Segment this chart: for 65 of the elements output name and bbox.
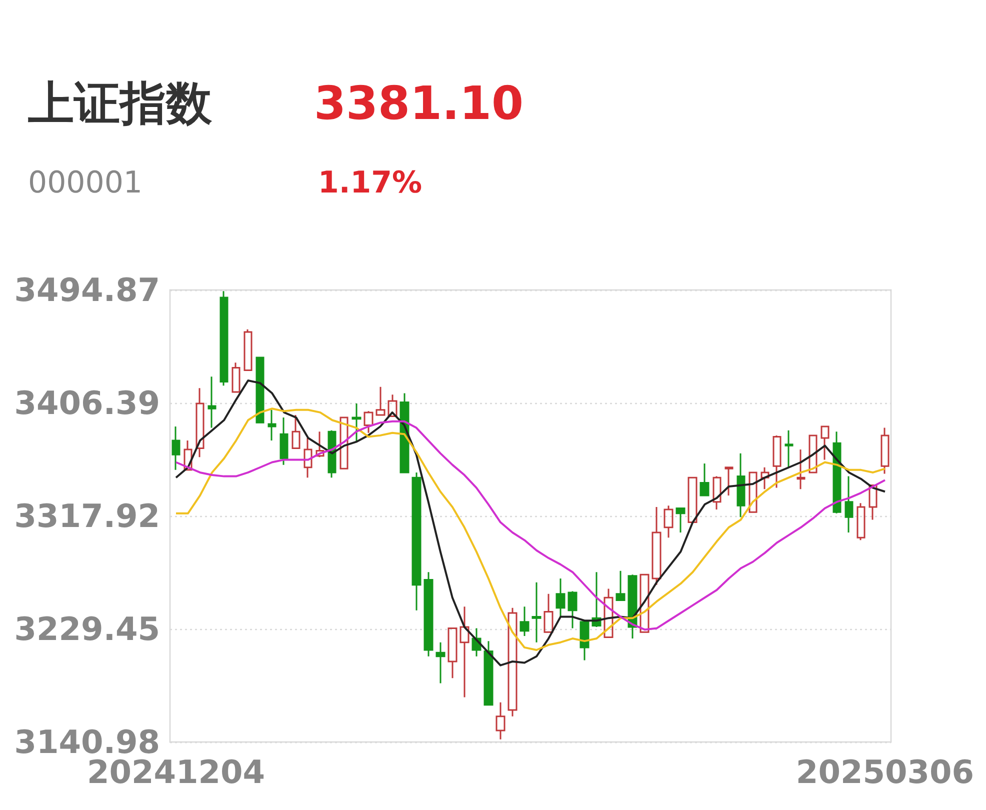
candlestick xyxy=(796,448,806,490)
candlestick xyxy=(436,642,446,684)
chart-subtitle: 000001 xyxy=(28,166,143,200)
candlestick xyxy=(616,570,626,601)
candlestick xyxy=(856,502,866,541)
candlestick xyxy=(316,430,324,458)
candlestick xyxy=(820,426,830,460)
candlestick xyxy=(568,590,578,630)
candlestick xyxy=(448,628,458,679)
candlestick xyxy=(280,416,288,466)
candlestick xyxy=(196,387,204,458)
candlestick xyxy=(328,430,336,478)
candlestick xyxy=(700,462,710,496)
y-tick-label: 3229.45 xyxy=(14,610,160,648)
candlestick xyxy=(256,356,264,424)
candlestick xyxy=(496,702,506,740)
candlestick xyxy=(508,607,518,718)
candlestick xyxy=(748,472,758,513)
candlestick xyxy=(544,593,554,633)
candlestick xyxy=(184,440,192,471)
text: 3381.10 xyxy=(314,76,524,130)
candlestick xyxy=(208,376,216,429)
candlestick xyxy=(868,484,878,520)
candlestick xyxy=(580,620,590,661)
candlestick xyxy=(268,409,276,442)
y-tick-label: 3317.92 xyxy=(14,497,160,536)
candlestick xyxy=(484,640,494,706)
candlestick xyxy=(808,434,818,474)
candlestick xyxy=(640,574,650,633)
candlestick xyxy=(880,427,890,475)
text: 1.17% xyxy=(318,166,422,200)
candlestick xyxy=(304,437,312,478)
candlestick xyxy=(364,410,374,434)
candlestick xyxy=(340,416,348,470)
candlestick xyxy=(688,476,698,524)
candlestick xyxy=(556,578,566,618)
candlestick xyxy=(244,328,252,372)
candlestick xyxy=(352,402,362,443)
y-tick-label: 3406.39 xyxy=(14,384,160,422)
x-tick-label: 20250306 xyxy=(796,753,974,791)
x-tick-label: 20241204 xyxy=(86,753,266,791)
y-tick-label: 3494.87 xyxy=(14,271,160,309)
candlestick xyxy=(376,386,386,416)
candlestick xyxy=(724,466,734,496)
candlestick xyxy=(844,476,854,534)
candlestick xyxy=(604,588,614,638)
candlestick xyxy=(460,606,470,698)
candlestick xyxy=(772,434,782,489)
chart-title: 上证指数 xyxy=(28,76,213,130)
candlestick xyxy=(760,466,770,490)
candlestick xyxy=(520,606,530,637)
candlestick xyxy=(532,582,542,644)
candlestick xyxy=(784,430,794,468)
candlestick xyxy=(388,394,398,418)
candlestick xyxy=(676,507,686,534)
candlestick xyxy=(652,506,662,586)
candlestick xyxy=(736,452,746,518)
candlestick xyxy=(232,362,240,393)
candlestick xyxy=(172,426,180,471)
candlestick xyxy=(220,290,228,386)
candlestick xyxy=(292,414,300,449)
candlestick xyxy=(664,504,674,538)
candlestick xyxy=(424,571,434,658)
candlestick xyxy=(712,476,722,510)
candlestick xyxy=(412,472,422,612)
